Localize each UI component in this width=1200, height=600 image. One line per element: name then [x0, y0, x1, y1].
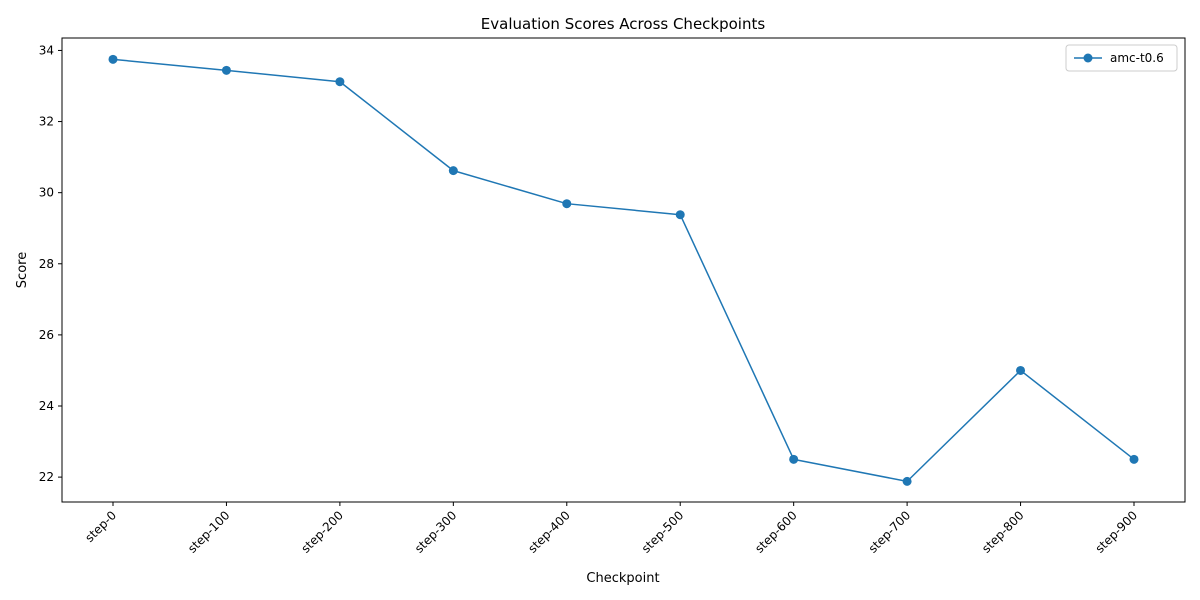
y-tick-label: 28 [39, 257, 54, 271]
x-axis-label: Checkpoint [586, 571, 659, 586]
legend-marker-swatch [1083, 53, 1093, 63]
y-axis-label: Score [15, 252, 30, 288]
series-layer [108, 54, 1139, 486]
y-tick-label: 26 [39, 328, 54, 342]
legend: amc-t0.6 [1065, 44, 1178, 72]
plot-area [62, 38, 1185, 502]
legend-box [1065, 44, 1178, 72]
y-axis-ticks: 22 24 26 28 30 32 34 [39, 43, 62, 484]
data-point [1129, 454, 1139, 464]
data-point [675, 210, 685, 220]
data-point [448, 166, 458, 176]
data-point [902, 476, 912, 486]
data-point [1016, 365, 1026, 375]
y-tick-label: 24 [39, 399, 54, 413]
y-tick-label: 32 [39, 115, 54, 129]
data-point [789, 454, 799, 464]
data-point [108, 54, 118, 64]
data-point [335, 77, 345, 87]
data-point [221, 65, 231, 75]
data-point [562, 199, 572, 209]
y-tick-label: 22 [39, 470, 54, 484]
series-line [112, 58, 1135, 483]
legend-entry-label: amc-t0.6 [1110, 51, 1164, 65]
y-tick-label: 34 [39, 43, 54, 57]
y-tick-label: 30 [39, 186, 54, 200]
chart-title: Evaluation Scores Across Checkpoints [481, 15, 766, 33]
plot-frame [61, 37, 1186, 503]
